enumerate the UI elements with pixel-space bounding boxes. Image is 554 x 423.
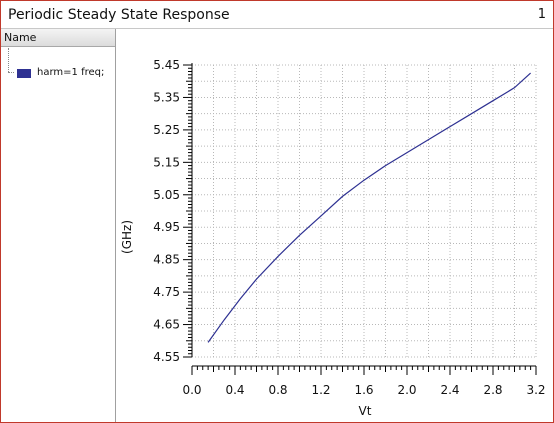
- y-tick-label: 4.75: [153, 285, 180, 299]
- y-tick-label: 5.35: [153, 90, 180, 104]
- series-group: [207, 72, 532, 343]
- y-axis-title: (GHz): [120, 220, 134, 254]
- title-bar: Periodic Steady State Response 1: [1, 1, 553, 29]
- y-tick-label: 5.25: [153, 123, 180, 137]
- y-tick-label: 5.15: [153, 155, 180, 169]
- tree-connector-vertical: [8, 48, 9, 72]
- line-chart: 5.45 5.35 5.25 5.15 5.05 4.95 4.85 4.75 4.65 4.55…: [116, 29, 553, 422]
- legend-panel: Name harm=1 freq;: [1, 29, 116, 422]
- x-axis-title: Vt: [359, 404, 372, 418]
- plot-area: 5.45 5.35 5.25 5.15 5.05 4.95 4.85 4.75 4.65 4.55…: [116, 29, 553, 422]
- x-tick-labels: 0.0 0.4 0.8 1.2 1.6 2.0 2.4 2.8 3.2: [182, 383, 545, 397]
- x-tick-label: 1.2: [311, 383, 330, 397]
- y-tick-label: 4.85: [153, 253, 180, 267]
- y-tick-label: 4.65: [153, 318, 180, 332]
- name-column-label: Name: [4, 31, 37, 44]
- x-tick-label: 0.4: [225, 383, 244, 397]
- x-tick-label: 2.8: [483, 383, 502, 397]
- legend-swatch: [17, 69, 31, 78]
- y-tick-label: 4.55: [153, 350, 180, 364]
- legend-item-label: harm=1 freq;: [37, 67, 105, 78]
- x-tick-label: 3.2: [526, 383, 545, 397]
- x-tick-label: 0.0: [182, 383, 201, 397]
- y-tick-label: 5.45: [153, 58, 180, 72]
- y-tick-label: 5.05: [153, 188, 180, 202]
- name-column-header[interactable]: Name: [1, 29, 115, 47]
- x-tick-label: 2.0: [397, 383, 416, 397]
- minor-ticks: [183, 64, 537, 375]
- page-number: 1: [537, 7, 546, 22]
- window-title: Periodic Steady State Response: [8, 7, 230, 23]
- chart-background: [116, 29, 553, 422]
- x-tick-label: 0.8: [268, 383, 287, 397]
- series-line-0: [207, 72, 532, 343]
- y-tick-label: 4.95: [153, 220, 180, 234]
- axes: [191, 63, 536, 367]
- tree-connector-horizontal: [8, 72, 14, 73]
- x-tick-label: 1.6: [354, 383, 373, 397]
- y-tick-labels: 5.45 5.35 5.25 5.15 5.05 4.95 4.85 4.75 4.65 4.55: [153, 58, 180, 364]
- x-tick-label: 2.4: [440, 383, 459, 397]
